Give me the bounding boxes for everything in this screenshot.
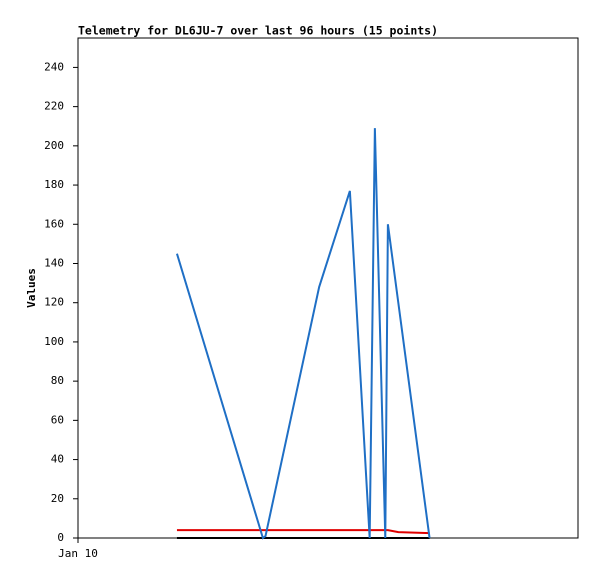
y-tick-label: 80 <box>51 374 64 387</box>
series-line <box>176 128 431 540</box>
y-tick-label: 140 <box>44 256 64 269</box>
y-tick-label: 180 <box>44 178 64 191</box>
chart-title: Telemetry for DL6JU-7 over last 96 hours… <box>78 24 438 38</box>
x-tick-label: Jan 10 <box>58 547 98 560</box>
y-tick-label: 200 <box>44 139 64 152</box>
y-tick-label: 40 <box>51 453 64 466</box>
y-tick-label: 60 <box>51 413 64 426</box>
y-tick-label: 0 <box>57 531 64 544</box>
y-tick-label: 160 <box>44 217 64 230</box>
y-tick-label: 100 <box>44 335 64 348</box>
y-tick-label: 220 <box>44 100 64 113</box>
y-axis-label: Values <box>25 268 38 308</box>
y-tick-label: 240 <box>44 60 64 73</box>
y-tick-label: 20 <box>51 492 64 505</box>
y-tick-label: 120 <box>44 296 64 309</box>
